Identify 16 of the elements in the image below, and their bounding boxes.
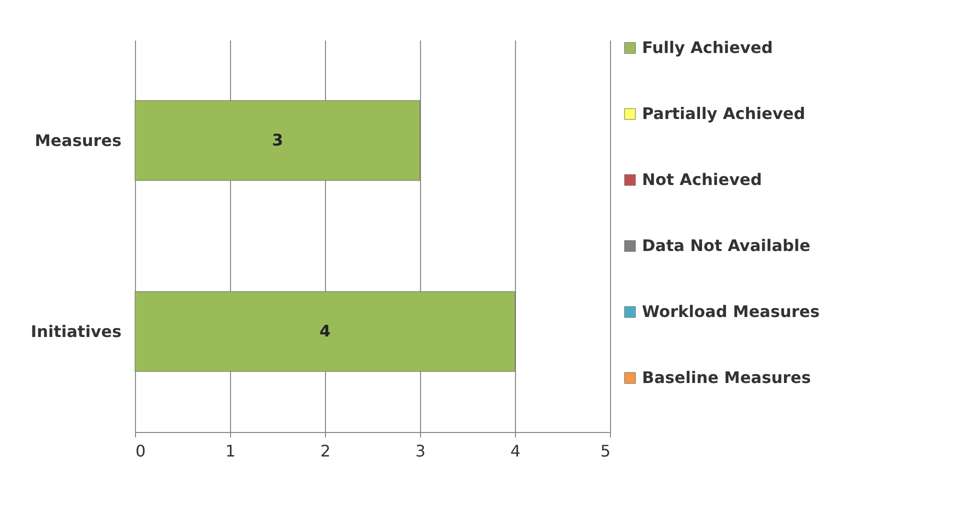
legend-label: Data Not Available: [642, 236, 810, 255]
x-tick-label: 0: [136, 442, 146, 460]
x-tick-label: 2: [320, 442, 331, 460]
data-label: 4: [319, 322, 331, 340]
legend-label: Partially Achieved: [642, 104, 806, 123]
legend-label: Workload Measures: [642, 302, 820, 321]
x-tick-label: 5: [600, 442, 610, 460]
data-label: 3: [272, 130, 284, 150]
x-tick-label: 1: [225, 442, 236, 460]
y-tick-label: Initiatives: [30, 322, 122, 341]
legend-label: Not Achieved: [642, 170, 762, 189]
legend-label: Baseline Measures: [642, 368, 811, 387]
y-tick-label: Measures: [34, 131, 122, 150]
x-tick-label: 4: [510, 442, 521, 460]
x-tick-label: 3: [415, 442, 426, 460]
legend-label: Fully Achieved: [642, 38, 773, 57]
